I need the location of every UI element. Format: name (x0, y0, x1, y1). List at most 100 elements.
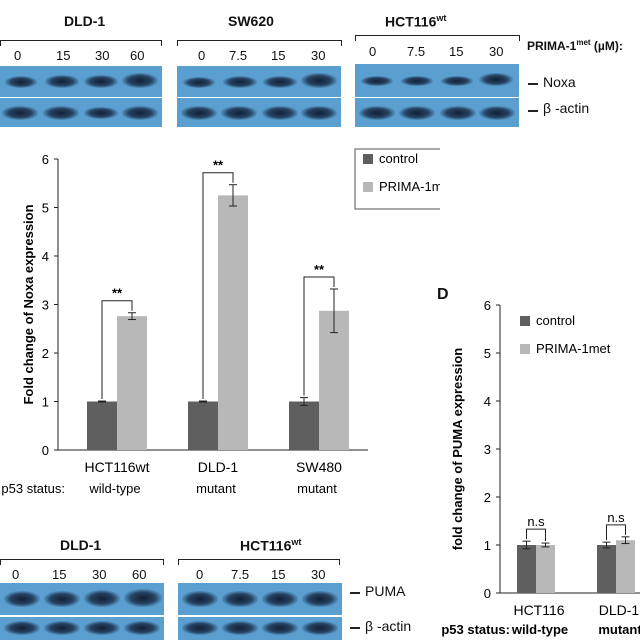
bar (87, 401, 117, 450)
blot-cell-label: HCT116wt (385, 13, 446, 30)
actin-blot-strip (178, 617, 342, 640)
blot-band (122, 106, 158, 120)
blot-band (124, 589, 162, 607)
x-category-label: HCT116 (513, 602, 564, 618)
y-tick-label: 0 (484, 586, 491, 601)
dose-label: 30 (92, 567, 107, 582)
blot-cell-label: DLD-1 (60, 537, 102, 553)
dose-label: 30 (311, 48, 326, 63)
blot-band (223, 76, 257, 88)
blot-band (45, 75, 79, 88)
y-tick-label: 4 (42, 249, 49, 264)
bar (188, 401, 218, 450)
legend-entry: PRIMA-1met (536, 341, 611, 356)
y-tick-label: 2 (484, 490, 491, 505)
significance-bracket (101, 300, 133, 400)
bar (289, 401, 319, 450)
significance-bracket (526, 528, 546, 542)
noxa-bar-chart: 0 1 2 3 4 5 6 Fold change of Noxa expression ** H… (1, 148, 440, 496)
significance-label: ** (112, 286, 123, 301)
puma-bar-chart: 0 1 2 3 4 5 6 fold change of PUMA expression n.s… (441, 298, 640, 637)
blot-cell-label: SW620 (228, 13, 274, 29)
dose-label: 15 (449, 44, 464, 59)
blot-band (441, 76, 473, 86)
p53-status-label: wild-type (511, 622, 568, 637)
dose-label: 60 (132, 567, 147, 582)
blot-cell-name: HCT116 (385, 13, 437, 30)
blot-bracket (0, 40, 162, 46)
blot-band (181, 106, 217, 120)
dose-drug-sup: met (576, 38, 591, 47)
noxa-blot-strip (355, 64, 519, 97)
marker-tick (350, 592, 360, 594)
dose-label: 0 (369, 44, 377, 59)
p53-status-label: mutant (598, 622, 640, 637)
dose-label: 0 (14, 48, 22, 63)
marker-tick (528, 110, 538, 112)
bar (517, 545, 536, 593)
puma-blot-strip (0, 583, 164, 615)
p53-status-label: mutant (297, 481, 337, 496)
panel-letter-d: D (437, 286, 449, 303)
y-tick-label: 0 (42, 443, 49, 458)
blot-band (479, 73, 513, 86)
blot-band (44, 621, 80, 635)
puma-blot-strip (178, 583, 342, 615)
legend-swatch (363, 182, 373, 192)
y-tick-label: 4 (484, 394, 491, 409)
blot-bracket (178, 559, 340, 565)
dose-label: 30 (95, 48, 110, 63)
y-tick-label: 3 (42, 298, 49, 313)
dose-label: 7.5 (231, 567, 250, 582)
dose-label: 15 (271, 567, 286, 582)
actin-blot-strip (0, 617, 164, 640)
legend-entry: control (536, 313, 575, 328)
x-category-label: SW480 (296, 459, 342, 475)
blot-band (222, 591, 258, 607)
significance-label: n.s (527, 514, 545, 529)
bar (218, 195, 248, 450)
p53-status-heading: p53 status: (1, 481, 65, 496)
dose-label: 15 (52, 567, 67, 582)
blot-band (221, 106, 257, 120)
bar (319, 310, 349, 450)
actin-blot-strip (0, 98, 162, 127)
marker-tick (350, 627, 360, 629)
dose-label: 15 (271, 48, 286, 63)
blot-bracket (0, 559, 164, 565)
p53-status-heading: p53 status: (441, 622, 510, 637)
p53-status-label: mutant (196, 481, 236, 496)
blot-band (222, 621, 258, 635)
dose-label: 0 (12, 567, 20, 582)
x-category-label: HCT116wt (84, 459, 149, 475)
dose-label: 30 (311, 567, 326, 582)
actin-blot-strip (355, 98, 519, 127)
blot-cell-sup: wt (436, 13, 447, 23)
legend-swatch (520, 316, 530, 326)
blot-band (479, 106, 515, 120)
y-tick-label: 1 (484, 538, 491, 553)
significance-bracket (303, 276, 335, 396)
blot-band (5, 76, 37, 88)
marker-label-actin: β -actin (365, 618, 412, 634)
y-tick-label: 1 (42, 395, 49, 410)
bar (117, 316, 147, 450)
dose-label: 15 (56, 48, 71, 63)
blot-cell-sup: wt (291, 537, 302, 547)
bar (597, 545, 616, 593)
y-axis-label: fold change of PUMA expression (450, 348, 465, 551)
blot-band (44, 591, 80, 607)
blot-band (183, 77, 215, 88)
legend-box (512, 311, 632, 371)
blot-band (262, 621, 298, 635)
significance-label: ** (213, 158, 224, 173)
x-category-label: DLD-1 (198, 459, 239, 475)
actin-blot-strip (177, 98, 341, 127)
x-category-label: DLD-1 (599, 602, 640, 618)
blot-band (401, 76, 433, 86)
p53-status-label: wild-type (88, 481, 140, 496)
marker-tick (528, 83, 538, 85)
legend-swatch (363, 154, 373, 164)
dose-label: 30 (489, 44, 504, 59)
top-western-blots: DLD-1 0 15 30 60 SW620 0 7.5 15 30 HCT11… (0, 0, 640, 135)
